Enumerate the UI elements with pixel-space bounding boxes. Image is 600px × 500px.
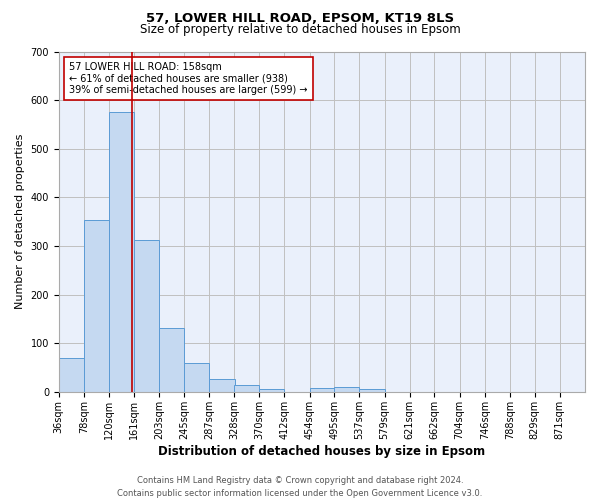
Bar <box>209 380 235 392</box>
Bar <box>310 388 335 392</box>
Bar <box>159 328 184 392</box>
Bar <box>59 358 84 392</box>
Bar <box>234 384 259 392</box>
Text: 57 LOWER HILL ROAD: 158sqm
← 61% of detached houses are smaller (938)
39% of sem: 57 LOWER HILL ROAD: 158sqm ← 61% of deta… <box>70 62 308 95</box>
Bar <box>359 390 385 392</box>
Bar <box>134 240 159 392</box>
Text: Contains HM Land Registry data © Crown copyright and database right 2024.
Contai: Contains HM Land Registry data © Crown c… <box>118 476 482 498</box>
Bar <box>334 386 359 392</box>
X-axis label: Distribution of detached houses by size in Epsom: Distribution of detached houses by size … <box>158 444 485 458</box>
Text: 57, LOWER HILL ROAD, EPSOM, KT19 8LS: 57, LOWER HILL ROAD, EPSOM, KT19 8LS <box>146 12 454 26</box>
Bar <box>109 112 134 392</box>
Bar <box>259 390 284 392</box>
Bar <box>84 220 109 392</box>
Bar <box>184 363 209 392</box>
Text: Size of property relative to detached houses in Epsom: Size of property relative to detached ho… <box>140 22 460 36</box>
Y-axis label: Number of detached properties: Number of detached properties <box>15 134 25 310</box>
